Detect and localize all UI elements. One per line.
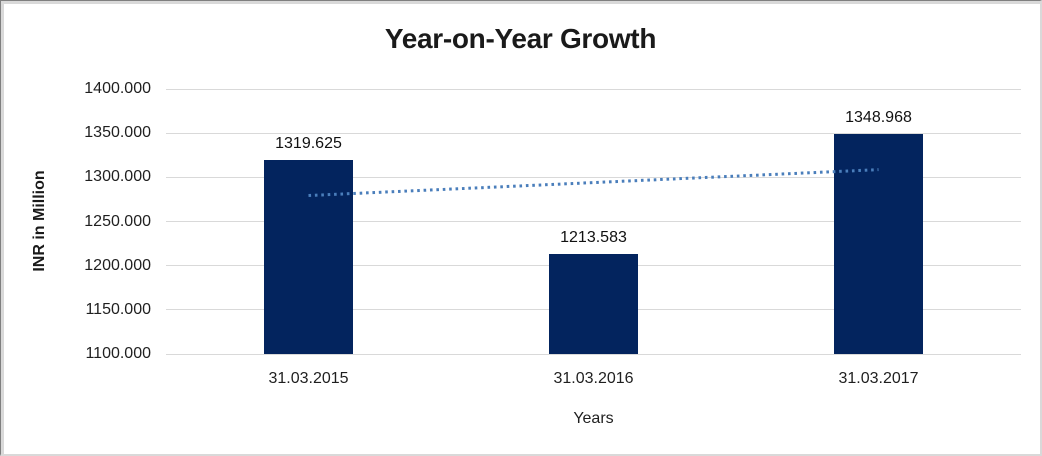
data-label: 1319.625 <box>275 134 342 152</box>
y-tick-label: 1300.000 <box>84 168 151 186</box>
trendline <box>308 168 879 198</box>
x-tick-label: 31.03.2015 <box>268 370 349 387</box>
gridline <box>166 221 1021 222</box>
y-tick-label: 1150.000 <box>85 300 151 318</box>
x-tick-label: 31.03.2016 <box>553 370 634 387</box>
gridline <box>166 176 1021 178</box>
y-tick-label: 1400.000 <box>84 80 151 97</box>
bar-31.03.2015[interactable] <box>264 159 353 354</box>
chart-title: Year-on-Year Growth <box>384 23 657 54</box>
gridline <box>166 353 1021 355</box>
data-label: 1348.968 <box>845 109 912 127</box>
x-tick-label: 31.03.2017 <box>838 370 919 387</box>
y-tick-label: 1350.000 <box>84 124 151 142</box>
x-axis-title: Years <box>573 410 614 427</box>
plot-area <box>166 88 1021 355</box>
gridline <box>166 132 1021 134</box>
data-label: 1213.583 <box>560 228 627 246</box>
y-tick-label: 1250.000 <box>84 212 151 230</box>
y-tick-label: 1100.000 <box>85 345 151 362</box>
y-tick-label: 1200.000 <box>84 256 151 274</box>
gridline <box>166 88 1021 90</box>
bar-31.03.2016[interactable] <box>549 253 638 354</box>
